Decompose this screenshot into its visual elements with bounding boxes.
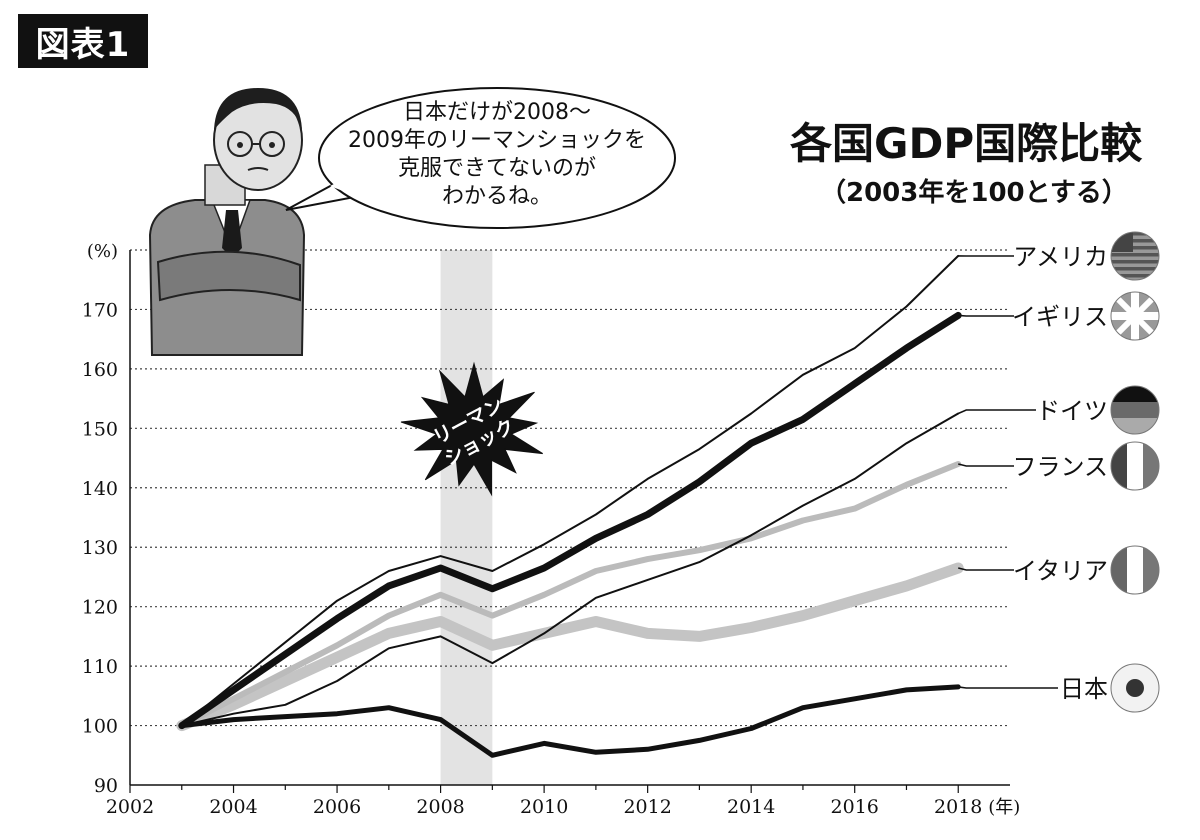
series-line-4 — [176, 562, 964, 732]
flag-bar — [1131, 292, 1139, 340]
y-tick-label: 100 — [82, 716, 118, 738]
flag-sun — [1126, 679, 1144, 697]
series-line-0 — [180, 254, 960, 727]
series-line-2 — [180, 412, 960, 727]
flag-stripe — [1111, 260, 1159, 264]
chart-title: 各国GDP国際比較 — [790, 119, 1143, 168]
legend-label-1: イギリス — [1012, 303, 1108, 331]
legend-connector — [958, 567, 1014, 571]
usa-flag — [1111, 232, 1159, 280]
legend-label-2: ドイツ — [1036, 397, 1108, 425]
flag-stripe — [1111, 274, 1159, 278]
y-tick-label: 160 — [82, 359, 118, 381]
flag-stripe — [1111, 267, 1159, 271]
uk-flag — [1111, 292, 1159, 340]
flag-band — [1111, 386, 1159, 402]
lehman-shock-burst: リーマン ショック — [400, 361, 543, 497]
flag-band — [1111, 418, 1159, 434]
y-tick-label: 170 — [82, 299, 118, 321]
y-tick-label: 90 — [94, 775, 118, 797]
flag-band — [1143, 442, 1159, 490]
flag-stripe — [1111, 253, 1159, 257]
japan-flag — [1111, 664, 1159, 712]
france-flag — [1111, 442, 1159, 490]
speech-bubble: 日本だけが2008〜 2009年のリーマンショックを 克服できてないのが わかる… — [285, 87, 676, 229]
flag-stripe — [1111, 246, 1159, 250]
flag-rim — [1110, 385, 1160, 435]
legend-connector — [958, 463, 1014, 467]
legend-label-4: イタリア — [1013, 557, 1108, 585]
y-tick-label: 130 — [82, 537, 118, 559]
x-tick-label: 2002 — [106, 796, 154, 818]
x-tick-label: 2016 — [831, 796, 879, 818]
germany-flag — [1111, 386, 1159, 434]
lehman-shock-band — [440, 250, 493, 785]
series-line-1 — [178, 311, 962, 730]
flag-stripe — [1111, 239, 1159, 243]
legend-label-0: アメリカ — [1013, 243, 1108, 271]
flag-band — [1111, 442, 1127, 490]
x-axis-label: (年) — [988, 797, 1020, 818]
y-axis-label: (%) — [87, 241, 118, 262]
speech-line-1: 日本だけが2008〜 — [403, 100, 591, 125]
x-tick-label: 2018 — [934, 796, 982, 818]
cartoon-man-illustration — [148, 88, 306, 356]
flag-rim — [1110, 545, 1160, 595]
x-tick-label: 2014 — [727, 796, 775, 818]
flag-rim — [1110, 441, 1160, 491]
y-tick-label: 150 — [82, 418, 118, 440]
speech-line-2: 2009年のリーマンショックを — [348, 128, 646, 153]
legend-connector — [957, 409, 1036, 415]
legend-label-5: 日本 — [1060, 675, 1108, 703]
y-tick-label: 110 — [82, 656, 118, 678]
speech-line-3: 克服できてないのが — [398, 156, 596, 181]
legend-connector — [958, 686, 1058, 689]
series-line-3 — [178, 461, 962, 729]
flag-rim — [1110, 231, 1160, 281]
figure-label: 図表1 — [18, 14, 148, 68]
x-tick-label: 2006 — [313, 796, 361, 818]
series-line-5 — [179, 684, 961, 758]
flag-rim — [1110, 663, 1160, 713]
flag-band — [1127, 546, 1143, 594]
x-tick-label: 2010 — [520, 796, 568, 818]
flag-stripe — [1111, 232, 1159, 236]
flag-rim — [1110, 291, 1160, 341]
x-tick-label: 2004 — [209, 796, 257, 818]
flag-band — [1143, 546, 1159, 594]
y-tick-label: 120 — [82, 597, 118, 619]
chart-subtitle: （2003年を100とする） — [820, 178, 1128, 208]
flag-band — [1127, 442, 1143, 490]
flag-band — [1111, 402, 1159, 418]
speech-line-4: わかるね。 — [442, 184, 552, 209]
flag-canton — [1111, 232, 1133, 252]
x-tick-label: 2012 — [623, 796, 671, 818]
legend-connector — [958, 314, 1014, 317]
x-tick-label: 2008 — [416, 796, 464, 818]
flag-band — [1111, 546, 1127, 594]
legend-label-3: フランス — [1012, 453, 1108, 481]
y-tick-label: 140 — [82, 478, 118, 500]
italy-flag — [1111, 546, 1159, 594]
